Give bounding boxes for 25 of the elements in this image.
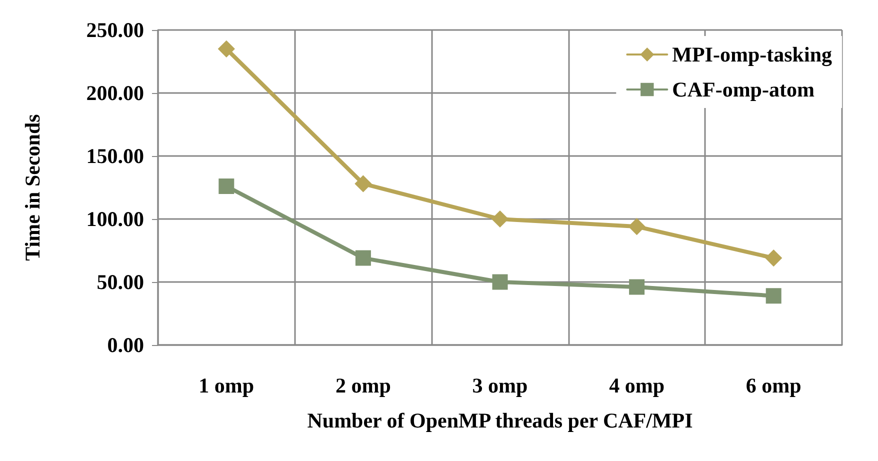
y-tick-label: 150.00 [86,144,144,168]
point [766,288,782,304]
point [355,250,371,266]
x-axis-title: Number of OpenMP threads per CAF/MPI [307,408,693,432]
point [765,250,782,266]
y-tick-label: 0.00 [107,333,144,357]
point [354,175,372,192]
point [492,210,508,228]
x-tick-label: 1 omp [198,374,254,398]
x-tick-label: 4 omp [609,374,665,398]
point [492,274,508,290]
x-tick-label: 3 omp [472,374,528,398]
legend-label: CAF-omp-atom [672,78,815,102]
x-tick-label: 6 omp [746,374,802,398]
legend-label: MPI-omp-tasking [672,42,832,66]
y-tick-label: 200.00 [86,81,144,105]
y-axis-title: Time in Seconds [20,114,44,261]
y-tick-label: 100.00 [86,207,144,231]
y-tick-label: 50.00 [96,270,144,294]
point [218,178,234,194]
point [218,40,235,58]
x-tick-label: 2 omp [335,374,391,398]
point [628,218,646,235]
y-tick-label: 250.00 [86,18,144,42]
point [629,279,645,295]
